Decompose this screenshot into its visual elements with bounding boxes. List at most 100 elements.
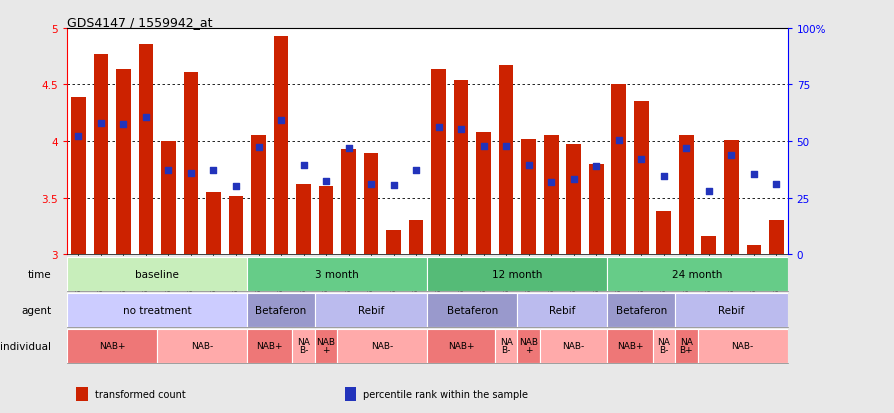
Bar bbox=[247, 257, 427, 291]
Point bbox=[633, 157, 647, 163]
Text: NAB
+: NAB + bbox=[316, 337, 335, 354]
Bar bbox=[701, 236, 715, 254]
Point bbox=[544, 179, 558, 185]
Bar bbox=[94, 55, 108, 254]
Point bbox=[386, 182, 401, 189]
Text: NA
B+: NA B+ bbox=[679, 337, 692, 354]
Point bbox=[521, 162, 536, 169]
Text: NAB+: NAB+ bbox=[616, 342, 643, 350]
Text: NAB
+: NAB + bbox=[519, 337, 537, 354]
Bar bbox=[315, 329, 337, 363]
Point bbox=[139, 115, 153, 121]
Point bbox=[723, 152, 738, 159]
Bar bbox=[139, 45, 153, 254]
Bar bbox=[746, 245, 760, 254]
Bar bbox=[633, 102, 648, 254]
Bar bbox=[67, 293, 247, 327]
Point bbox=[183, 170, 198, 176]
Bar bbox=[67, 257, 247, 291]
Bar bbox=[71, 98, 86, 254]
Bar bbox=[427, 329, 494, 363]
Point bbox=[116, 121, 131, 128]
Point bbox=[229, 183, 243, 190]
Bar bbox=[607, 257, 787, 291]
Point bbox=[72, 134, 86, 140]
Bar bbox=[679, 136, 693, 254]
Text: transformed count: transformed count bbox=[95, 389, 185, 399]
Point bbox=[431, 125, 445, 131]
Bar bbox=[427, 257, 607, 291]
Point bbox=[318, 178, 333, 185]
Bar bbox=[116, 69, 131, 254]
Text: NAB-: NAB- bbox=[730, 342, 753, 350]
Bar bbox=[247, 329, 292, 363]
Point bbox=[274, 117, 288, 123]
Point bbox=[409, 168, 423, 174]
Bar bbox=[652, 329, 674, 363]
Text: 3 month: 3 month bbox=[315, 269, 358, 279]
Point bbox=[679, 145, 693, 152]
Point bbox=[94, 120, 108, 127]
Point bbox=[566, 177, 580, 183]
Point bbox=[161, 168, 175, 174]
Bar bbox=[206, 192, 221, 254]
Text: NAB-: NAB- bbox=[191, 342, 213, 350]
Bar bbox=[363, 154, 378, 254]
Bar bbox=[296, 185, 310, 254]
Bar bbox=[611, 85, 626, 254]
Text: Betaferon: Betaferon bbox=[446, 305, 497, 315]
Text: NAB+: NAB+ bbox=[447, 342, 474, 350]
Text: 24 month: 24 month bbox=[671, 269, 722, 279]
Bar bbox=[161, 142, 175, 254]
Bar bbox=[723, 140, 738, 254]
Bar bbox=[566, 145, 580, 254]
Bar bbox=[768, 221, 783, 254]
Text: NA
B-: NA B- bbox=[499, 337, 512, 354]
Bar bbox=[341, 150, 356, 254]
Bar bbox=[292, 329, 315, 363]
Text: NA
B-: NA B- bbox=[297, 337, 309, 354]
Text: Rebif: Rebif bbox=[717, 305, 744, 315]
Bar bbox=[674, 329, 696, 363]
Bar bbox=[498, 66, 513, 254]
Point bbox=[296, 162, 310, 169]
Point bbox=[476, 143, 490, 150]
Bar bbox=[251, 136, 266, 254]
Bar bbox=[431, 69, 445, 254]
Point bbox=[453, 126, 468, 133]
Text: NAB-: NAB- bbox=[371, 342, 393, 350]
Bar bbox=[521, 140, 536, 254]
Text: percentile rank within the sample: percentile rank within the sample bbox=[363, 389, 527, 399]
Bar bbox=[588, 164, 603, 254]
Text: no treatment: no treatment bbox=[122, 305, 191, 315]
Bar bbox=[183, 73, 198, 254]
Bar bbox=[318, 187, 333, 254]
Bar bbox=[67, 329, 157, 363]
Bar bbox=[517, 293, 607, 327]
Point bbox=[499, 143, 513, 150]
Text: individual: individual bbox=[0, 341, 51, 351]
Bar bbox=[607, 329, 652, 363]
Text: time: time bbox=[28, 269, 51, 279]
Point bbox=[251, 144, 266, 151]
Text: Betaferon: Betaferon bbox=[255, 305, 307, 315]
Text: NA
B-: NA B- bbox=[656, 337, 670, 354]
Bar bbox=[337, 329, 427, 363]
Point bbox=[341, 145, 355, 152]
Bar bbox=[696, 329, 787, 363]
Bar bbox=[453, 81, 468, 254]
Bar bbox=[315, 293, 427, 327]
Point bbox=[611, 137, 625, 144]
Point bbox=[768, 181, 782, 188]
Bar bbox=[427, 293, 517, 327]
Text: Rebif: Rebif bbox=[549, 305, 575, 315]
Text: GDS4147 / 1559942_at: GDS4147 / 1559942_at bbox=[67, 16, 213, 29]
Text: NAB-: NAB- bbox=[562, 342, 584, 350]
Bar bbox=[539, 329, 607, 363]
Text: Betaferon: Betaferon bbox=[615, 305, 666, 315]
Bar bbox=[247, 293, 315, 327]
Bar bbox=[228, 197, 243, 254]
Bar bbox=[655, 211, 670, 254]
Point bbox=[207, 168, 221, 174]
Point bbox=[364, 181, 378, 188]
